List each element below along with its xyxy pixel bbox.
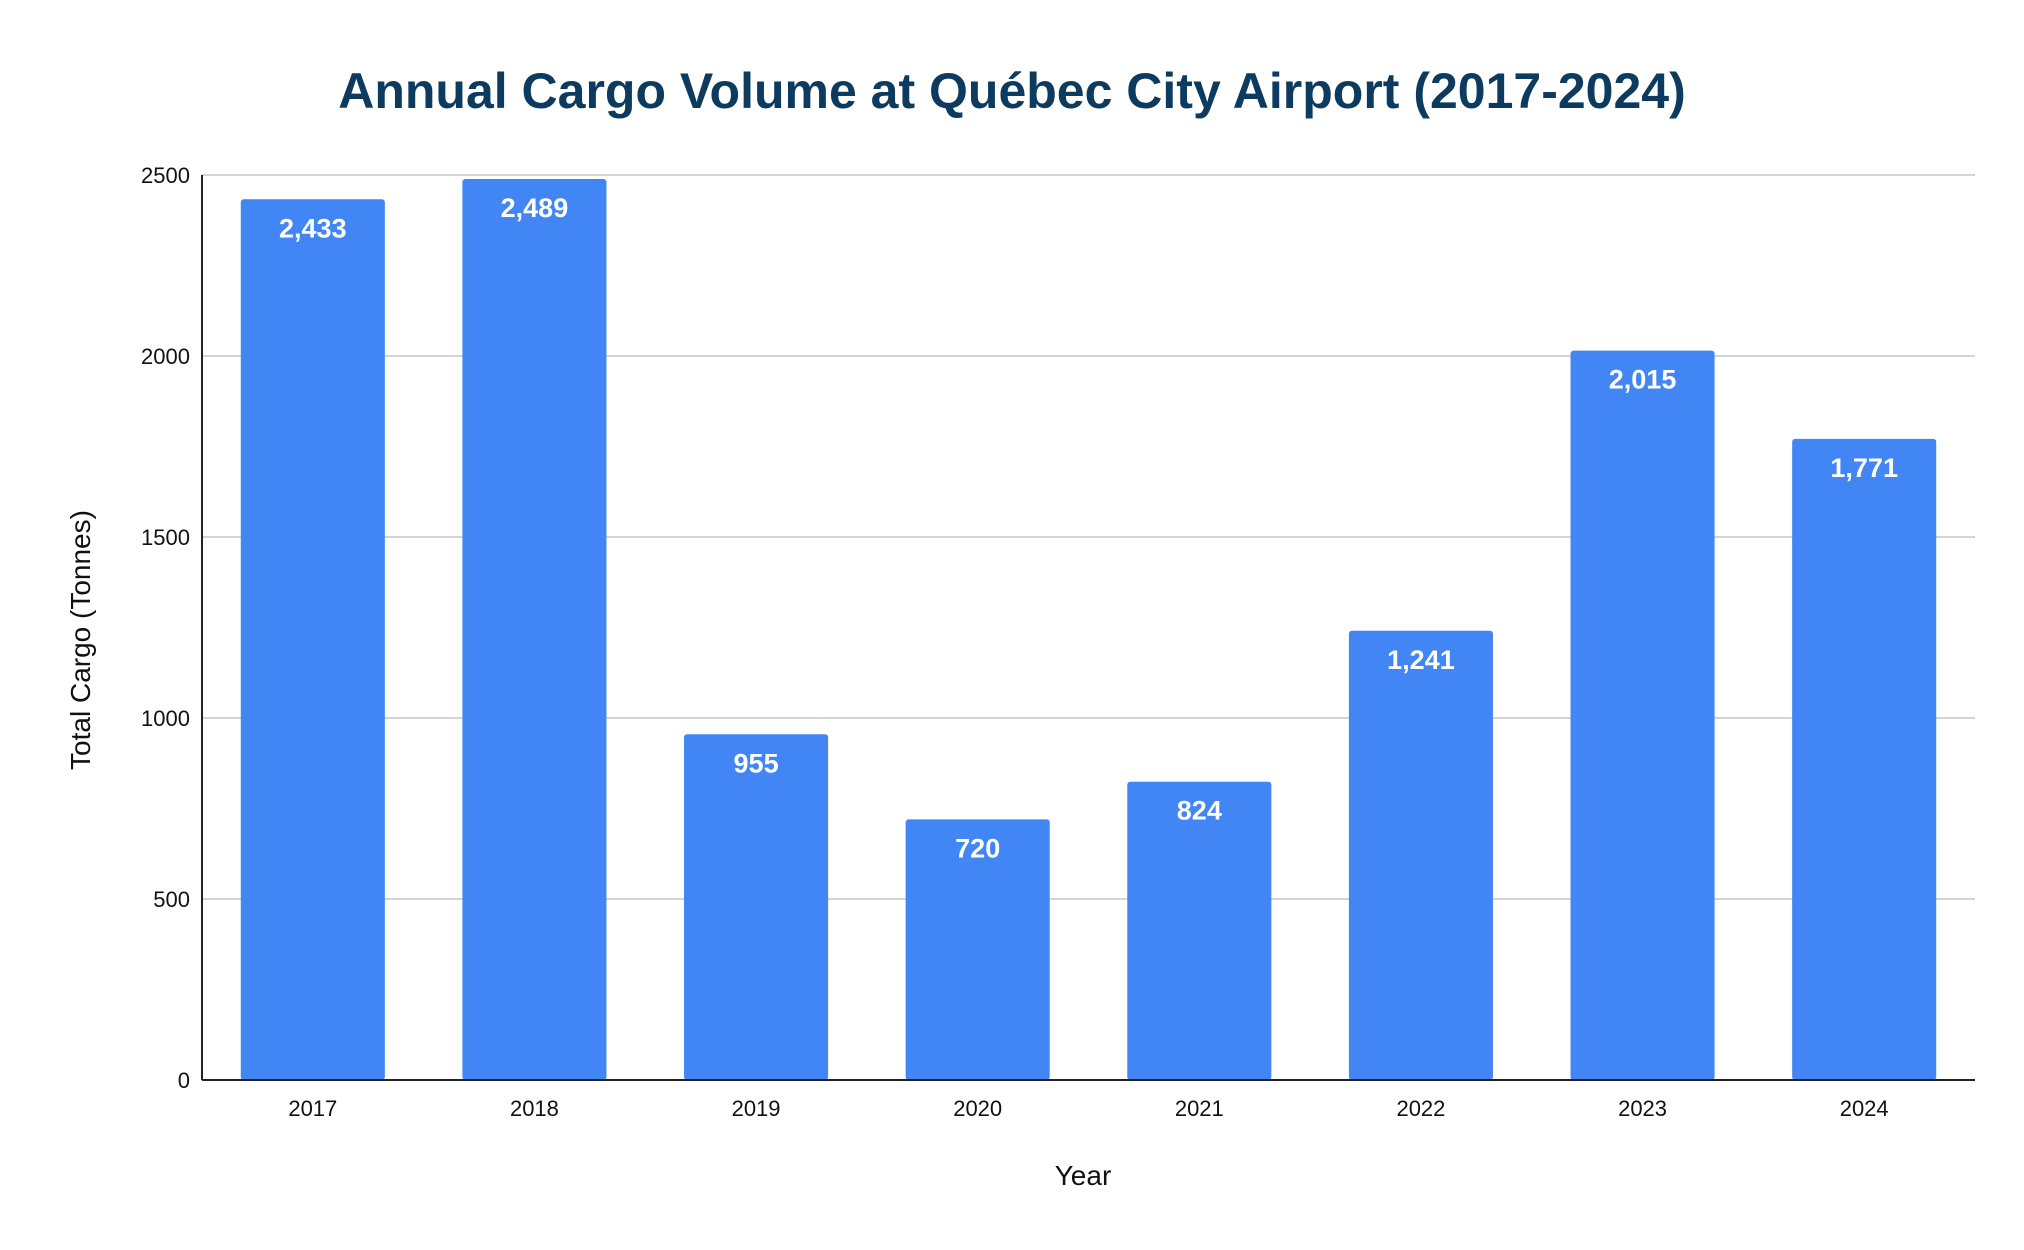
data-label-2023: 2,015: [1609, 365, 1677, 395]
y-tick-label-1500: 1500: [141, 525, 190, 550]
bar-2018: [462, 178, 607, 1080]
data-label-2018: 2,489: [501, 193, 569, 223]
data-label-2020: 720: [955, 833, 1000, 863]
x-tick-label-2020: 2020: [953, 1096, 1002, 1121]
data-label-2017: 2,433: [279, 213, 347, 243]
bar-2020: [905, 819, 1050, 1080]
y-tick-label-2500: 2500: [141, 163, 190, 188]
x-tick-label-2017: 2017: [288, 1096, 337, 1121]
x-tick-label-2019: 2019: [732, 1096, 781, 1121]
data-label-2019: 955: [734, 748, 779, 778]
bars: [240, 178, 1937, 1080]
x-tick-label-2023: 2023: [1618, 1096, 1667, 1121]
y-tick-label-0: 0: [178, 1068, 190, 1093]
data-label-2022: 1,241: [1387, 645, 1455, 675]
data-labels: 2,433 2,489 955 720 824 1,241 2,015 1,771: [279, 193, 1898, 863]
bar-2021: [1127, 781, 1272, 1080]
x-tick-label-2024: 2024: [1840, 1096, 1889, 1121]
bar-2022: [1348, 630, 1493, 1080]
bar-2024: [1792, 438, 1937, 1080]
y-tick-label-2000: 2000: [141, 344, 190, 369]
y-tick-label-1000: 1000: [141, 706, 190, 731]
data-label-2024: 1,771: [1830, 453, 1898, 483]
y-tick-label-500: 500: [153, 887, 190, 912]
x-axis-title: Year: [1055, 1160, 1112, 1191]
x-tick-label-2021: 2021: [1175, 1096, 1224, 1121]
x-tick-label-2018: 2018: [510, 1096, 559, 1121]
bar-2023: [1570, 350, 1715, 1080]
chart-title: Annual Cargo Volume at Québec City Airpo…: [338, 63, 1686, 119]
bar-2019: [684, 734, 829, 1080]
y-axis-title: Total Cargo (Tonnes): [65, 510, 96, 770]
y-axis-ticks: 0 500 1000 1500 2000 2500: [141, 163, 190, 1093]
x-axis-ticks: 2017 2018 2019 2020 2021 2022 2023 2024: [288, 1096, 1888, 1121]
x-tick-label-2022: 2022: [1396, 1096, 1445, 1121]
data-label-2021: 824: [1177, 796, 1222, 826]
bar-2017: [240, 199, 385, 1080]
